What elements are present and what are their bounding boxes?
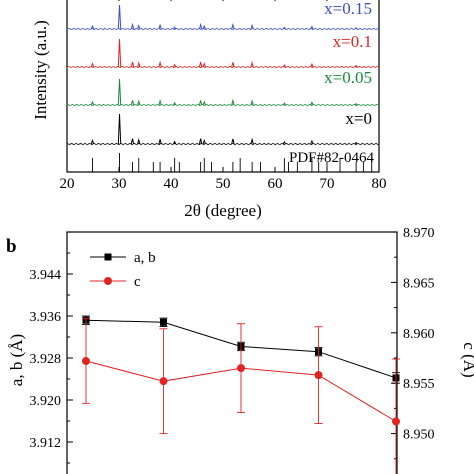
- data-point-circle: [237, 364, 245, 373]
- right-tick-label: 8.950: [403, 428, 435, 443]
- data-point-square: [160, 318, 167, 326]
- left-tick-label: 3.936: [30, 310, 62, 325]
- left-tick-label: 3.944: [30, 268, 62, 283]
- xrd-x-tick-label: 60: [268, 176, 283, 192]
- left-tick-label: 3.920: [30, 394, 62, 409]
- data-point-circle: [314, 371, 323, 380]
- xrd-peak: [282, 102, 286, 106]
- xrd-peak: [310, 25, 314, 30]
- xrd-pattern-baseline: [66, 27, 380, 31]
- lattice-plot-frame: [66, 231, 398, 474]
- xrd-peak: [198, 22, 203, 30]
- xrd-peak: [282, 140, 286, 145]
- xrd-x-axis-label: 2θ (degree): [184, 201, 262, 220]
- legend-marker-circle: [104, 277, 112, 285]
- xrd-peak: [137, 137, 141, 145]
- xrd-peak: [250, 99, 254, 106]
- xrd-peak: [202, 24, 206, 30]
- xrd-peak: [158, 99, 162, 106]
- right-tick-label: 8.960: [403, 327, 435, 342]
- xrd-peak: [130, 100, 135, 106]
- xrd-peak: [354, 141, 358, 145]
- xrd-series-label: x=0: [345, 109, 372, 128]
- xrd-peak: [130, 22, 135, 30]
- right-tick-label: 8.970: [403, 226, 435, 241]
- xrd-peak: [202, 138, 206, 145]
- xrd-peak: [90, 100, 95, 106]
- legend-label: a, b: [134, 250, 156, 266]
- xrd-peak: [354, 64, 358, 68]
- xrd-peak: [354, 27, 358, 30]
- xrd-peak: [158, 60, 162, 68]
- xrd-peak: [250, 137, 254, 145]
- xrd-series-label: x=0.05: [324, 68, 372, 87]
- xrd-peak: [117, 4, 122, 30]
- xrd-peak: [158, 23, 162, 30]
- xrd-panel: x=0.15 x=0.1 x=0.05 x=0 20 30 40 50 60 70 80 2θ (…: [31, 0, 387, 220]
- right-tick-label: 8.955: [403, 377, 435, 392]
- xrd-pattern-baseline: [66, 103, 380, 107]
- xrd-peak: [137, 99, 141, 106]
- xrd-peak: [117, 113, 122, 145]
- xrd-x-tick-label: 80: [372, 176, 387, 192]
- xrd-peak: [282, 64, 286, 68]
- xrd-series-label: x=0.15: [324, 0, 372, 18]
- xrd-peak: [137, 24, 141, 30]
- xrd-peak: [202, 62, 206, 68]
- xrd-series-label: x=0.1: [333, 32, 372, 51]
- xrd-x-tick-label: 70: [320, 176, 335, 192]
- left-axis-label: a, b (Å): [7, 334, 26, 386]
- xrd-x-tick-label: 40: [164, 176, 179, 192]
- xrd-peak: [250, 60, 254, 68]
- xrd-peak: [90, 24, 95, 30]
- xrd-peak: [173, 101, 177, 106]
- xrd-peak: [117, 38, 122, 68]
- xrd-peak: [130, 138, 135, 145]
- right-tick-label: 8.965: [403, 276, 435, 291]
- legend-marker-square: [104, 253, 112, 261]
- right-axis-label: c (Å): [460, 342, 474, 377]
- data-point-circle: [82, 357, 90, 366]
- xrd-peak: [310, 62, 314, 68]
- xrd-peak: [90, 62, 95, 68]
- xrd-peak: [198, 138, 203, 145]
- legend-label: c: [134, 274, 141, 290]
- xrd-peak: [90, 138, 95, 145]
- xrd-peak: [282, 26, 286, 30]
- xrd-y-axis-label: Intensity (a.u.): [31, 20, 50, 120]
- xrd-peak: [173, 26, 177, 30]
- xrd-pattern-baseline: [66, 142, 380, 146]
- xrd-peak: [202, 100, 206, 106]
- xrd-peak: [231, 98, 235, 106]
- xrd-peak: [198, 100, 203, 106]
- xrd-peak: [231, 62, 235, 68]
- lattice-panel: b 3.912 3.920 3.928 3.936 3.944 8.950 8.955 8.9…: [6, 226, 474, 474]
- xrd-peak: [198, 61, 203, 68]
- xrd-peak: [310, 101, 314, 106]
- xrd-peak: [158, 139, 162, 145]
- data-point-circle: [392, 417, 400, 426]
- xrd-peak: [354, 102, 358, 106]
- xrd-peak: [250, 23, 254, 30]
- xrd-peak: [172, 63, 177, 68]
- data-point-circle: [159, 377, 168, 386]
- xrd-x-tick-label: 30: [112, 176, 127, 192]
- xrd-x-tick-label: 20: [60, 176, 75, 192]
- xrd-peak: [130, 61, 135, 68]
- left-tick-label: 3.928: [30, 352, 62, 367]
- xrd-peak: [310, 139, 314, 145]
- left-tick-label: 3.912: [30, 436, 62, 451]
- xrd-peak: [117, 78, 122, 106]
- panel-b-label: b: [6, 236, 17, 257]
- xrd-peak: [231, 23, 235, 30]
- xrd-peak: [231, 138, 235, 145]
- reference-pattern-label: PDF#82-0464: [289, 150, 375, 166]
- xrd-x-tick-label: 50: [216, 176, 231, 192]
- xrd-peak: [137, 61, 141, 68]
- xrd-peak: [172, 140, 177, 145]
